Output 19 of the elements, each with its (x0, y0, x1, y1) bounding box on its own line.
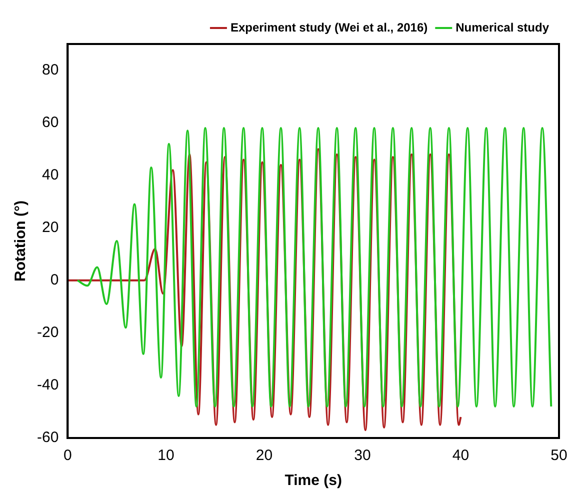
x-tick-label: 40 (452, 447, 470, 464)
y-tick-label: 60 (42, 114, 59, 131)
x-tick-label: 10 (158, 447, 174, 464)
line-series (76, 127, 552, 408)
x-axis-title: Time (s) (284, 472, 342, 490)
y-tick-label: 80 (42, 61, 59, 78)
x-tick-label: 20 (256, 447, 273, 464)
y-tick-label: -40 (36, 376, 59, 394)
y-tick-label: -20 (36, 324, 59, 342)
y-axis-title: Rotation (°) (12, 200, 30, 282)
legend-label: Experiment study (Wei et al., 2016) (230, 20, 428, 34)
y-tick-label: 20 (42, 219, 59, 236)
legend-label: Numerical study (456, 20, 550, 34)
y-tick-label: -60 (36, 429, 59, 446)
x-tick-label: 50 (550, 447, 568, 464)
x-tick-label: 30 (354, 447, 371, 464)
y-tick-label: 0 (50, 272, 59, 289)
x-tick-label: 0 (64, 447, 72, 464)
y-tick-label: 40 (42, 166, 59, 184)
